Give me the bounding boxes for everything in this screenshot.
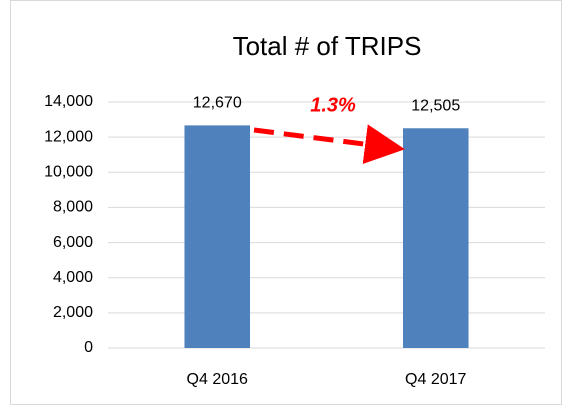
y-tick-label: 2,000	[53, 304, 93, 321]
y-tick-label: 0	[84, 339, 93, 356]
value-label: 12,670	[193, 95, 242, 112]
chart-title: Total # of TRIPS	[233, 31, 422, 61]
value-label: 12,505	[411, 97, 460, 114]
chart-frame	[10, 0, 562, 405]
y-tick-label: 8,000	[53, 199, 93, 216]
bar	[184, 125, 251, 349]
y-tick-label: 12,000	[44, 128, 93, 145]
y-tick-label: 10,000	[44, 164, 93, 181]
bar	[402, 128, 469, 348]
change-arrow	[253, 124, 405, 165]
y-tick-label: 14,000	[44, 93, 93, 110]
y-tick-label: 4,000	[53, 269, 93, 286]
y-tick-label: 6,000	[53, 234, 93, 251]
x-tick-label: Q4 2016	[187, 371, 248, 388]
annotation: 1.3%	[310, 94, 356, 116]
x-tick-label: Q4 2017	[405, 371, 466, 388]
